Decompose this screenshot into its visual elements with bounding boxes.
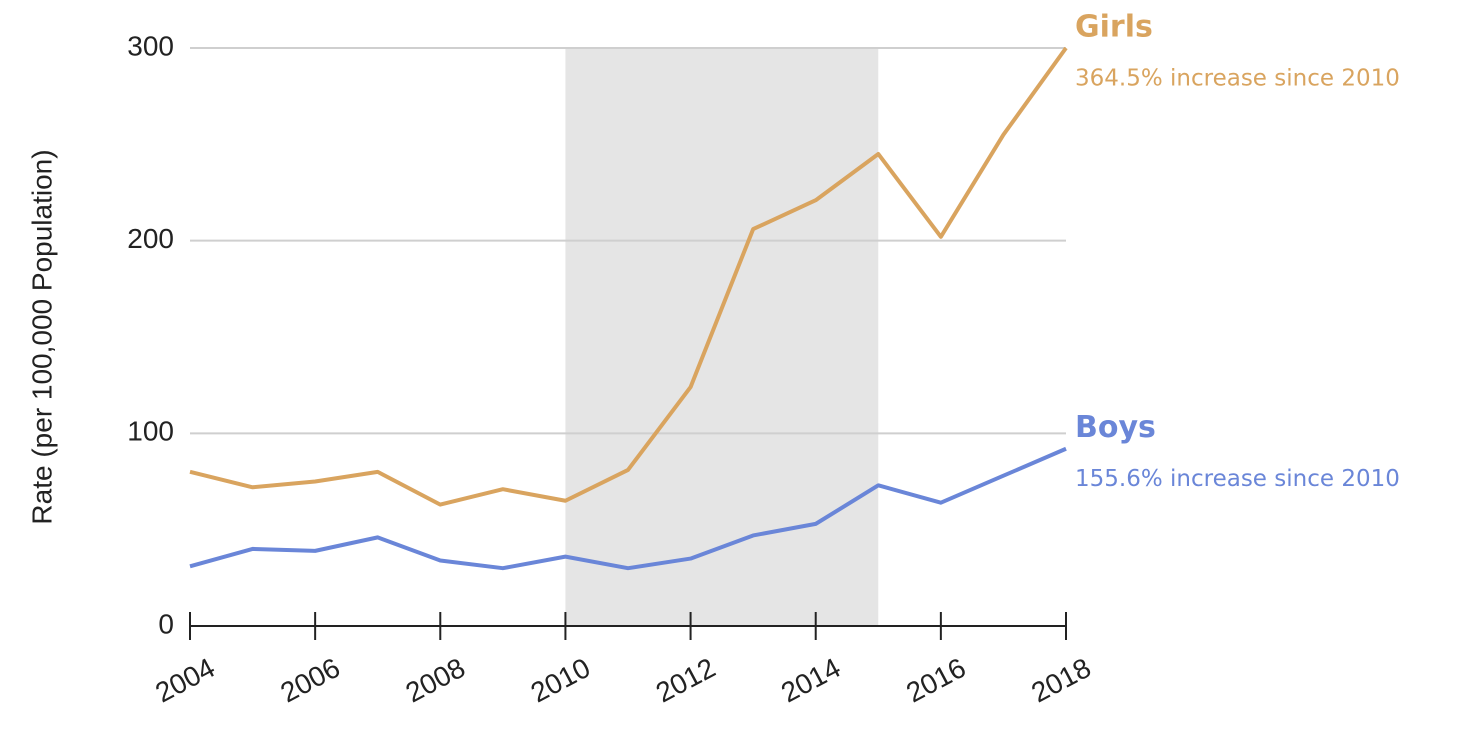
x-tick-label: 2018 (1026, 652, 1096, 709)
x-tick-label: 2004 (150, 652, 220, 709)
series-annotation: 155.6% increase since 2010 (1075, 466, 1400, 492)
x-tick-label: 2006 (275, 652, 345, 709)
y-tick-label: 300 (127, 30, 174, 61)
series-label: Girls (1075, 10, 1153, 45)
y-tick-label: 200 (127, 223, 174, 254)
y-tick-label: 100 (127, 416, 174, 447)
shaded-range (565, 48, 879, 626)
series-annotation: 364.5% increase since 2010 (1075, 66, 1400, 92)
x-tick-label: 2008 (401, 652, 471, 709)
y-tick-label: 0 (158, 608, 174, 639)
x-tick-label: 2010 (526, 652, 596, 709)
y-axis-label: Rate (per 100,000 Population) (26, 149, 57, 524)
x-tick-label: 2012 (651, 652, 721, 709)
x-tick-label: 2016 (901, 652, 971, 709)
series-line (189, 446, 1067, 571)
x-tick-label: 2014 (776, 652, 846, 709)
series-label: Boys (1075, 410, 1156, 445)
series-line (189, 46, 1068, 507)
